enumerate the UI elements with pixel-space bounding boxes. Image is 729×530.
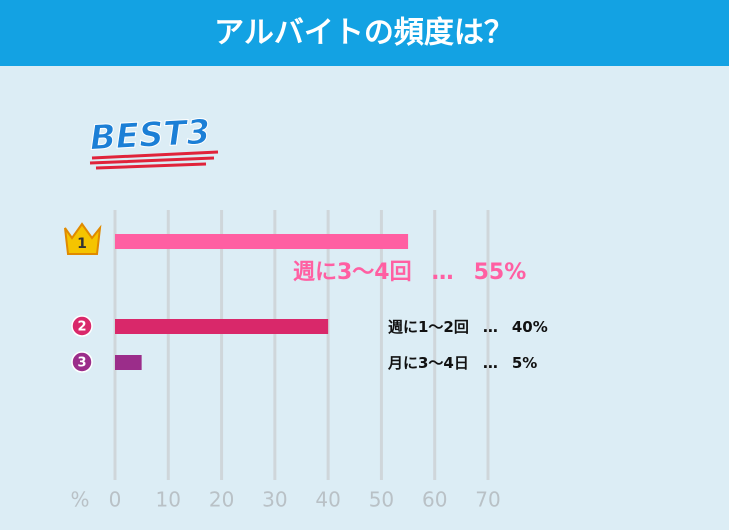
badge-underline: [89, 150, 219, 170]
x-axis-label: %: [70, 488, 89, 512]
separator: …: [483, 354, 498, 372]
badge: BEST3: [88, 112, 219, 170]
rank-label: 2: [77, 320, 86, 335]
badge-text: BEST3: [89, 112, 211, 158]
data-label: 月に3〜4日 … 5%: [387, 354, 537, 372]
category-label: 月に3〜4日: [387, 354, 469, 372]
x-tick-label: 70: [475, 488, 500, 512]
x-tick-label: 20: [209, 488, 234, 512]
x-tick-label: 0: [109, 488, 122, 512]
bar: [115, 355, 142, 370]
bar: [115, 234, 409, 249]
header: [0, 0, 729, 66]
value-label: 5%: [512, 354, 537, 372]
separator: …: [432, 260, 454, 285]
x-tick-label: 30: [262, 488, 287, 512]
crown: 1: [64, 222, 102, 255]
rank-badge: [71, 351, 93, 373]
category-label: 週に3〜4回: [293, 260, 412, 285]
data-label: 週に3〜4回 … 55%: [293, 260, 526, 285]
x-tick-label: 40: [315, 488, 340, 512]
category-label: 週に1〜2回: [388, 318, 469, 336]
separator: …: [483, 318, 498, 336]
x-tick-label: 50: [369, 488, 394, 512]
value-label: 40%: [512, 318, 548, 336]
rank-label: 1: [77, 236, 87, 252]
rank-badge: [71, 315, 93, 337]
data-label: 週に1〜2回 … 40%: [388, 318, 548, 336]
x-tick-label: 60: [422, 488, 447, 512]
rank-label: 3: [77, 356, 86, 371]
chart-title: アルバイトの頻度は？: [214, 16, 514, 51]
crown-shape: [64, 222, 102, 255]
x-tick-label: 10: [156, 488, 181, 512]
bar: [115, 319, 329, 334]
value-label: 55%: [474, 260, 527, 285]
